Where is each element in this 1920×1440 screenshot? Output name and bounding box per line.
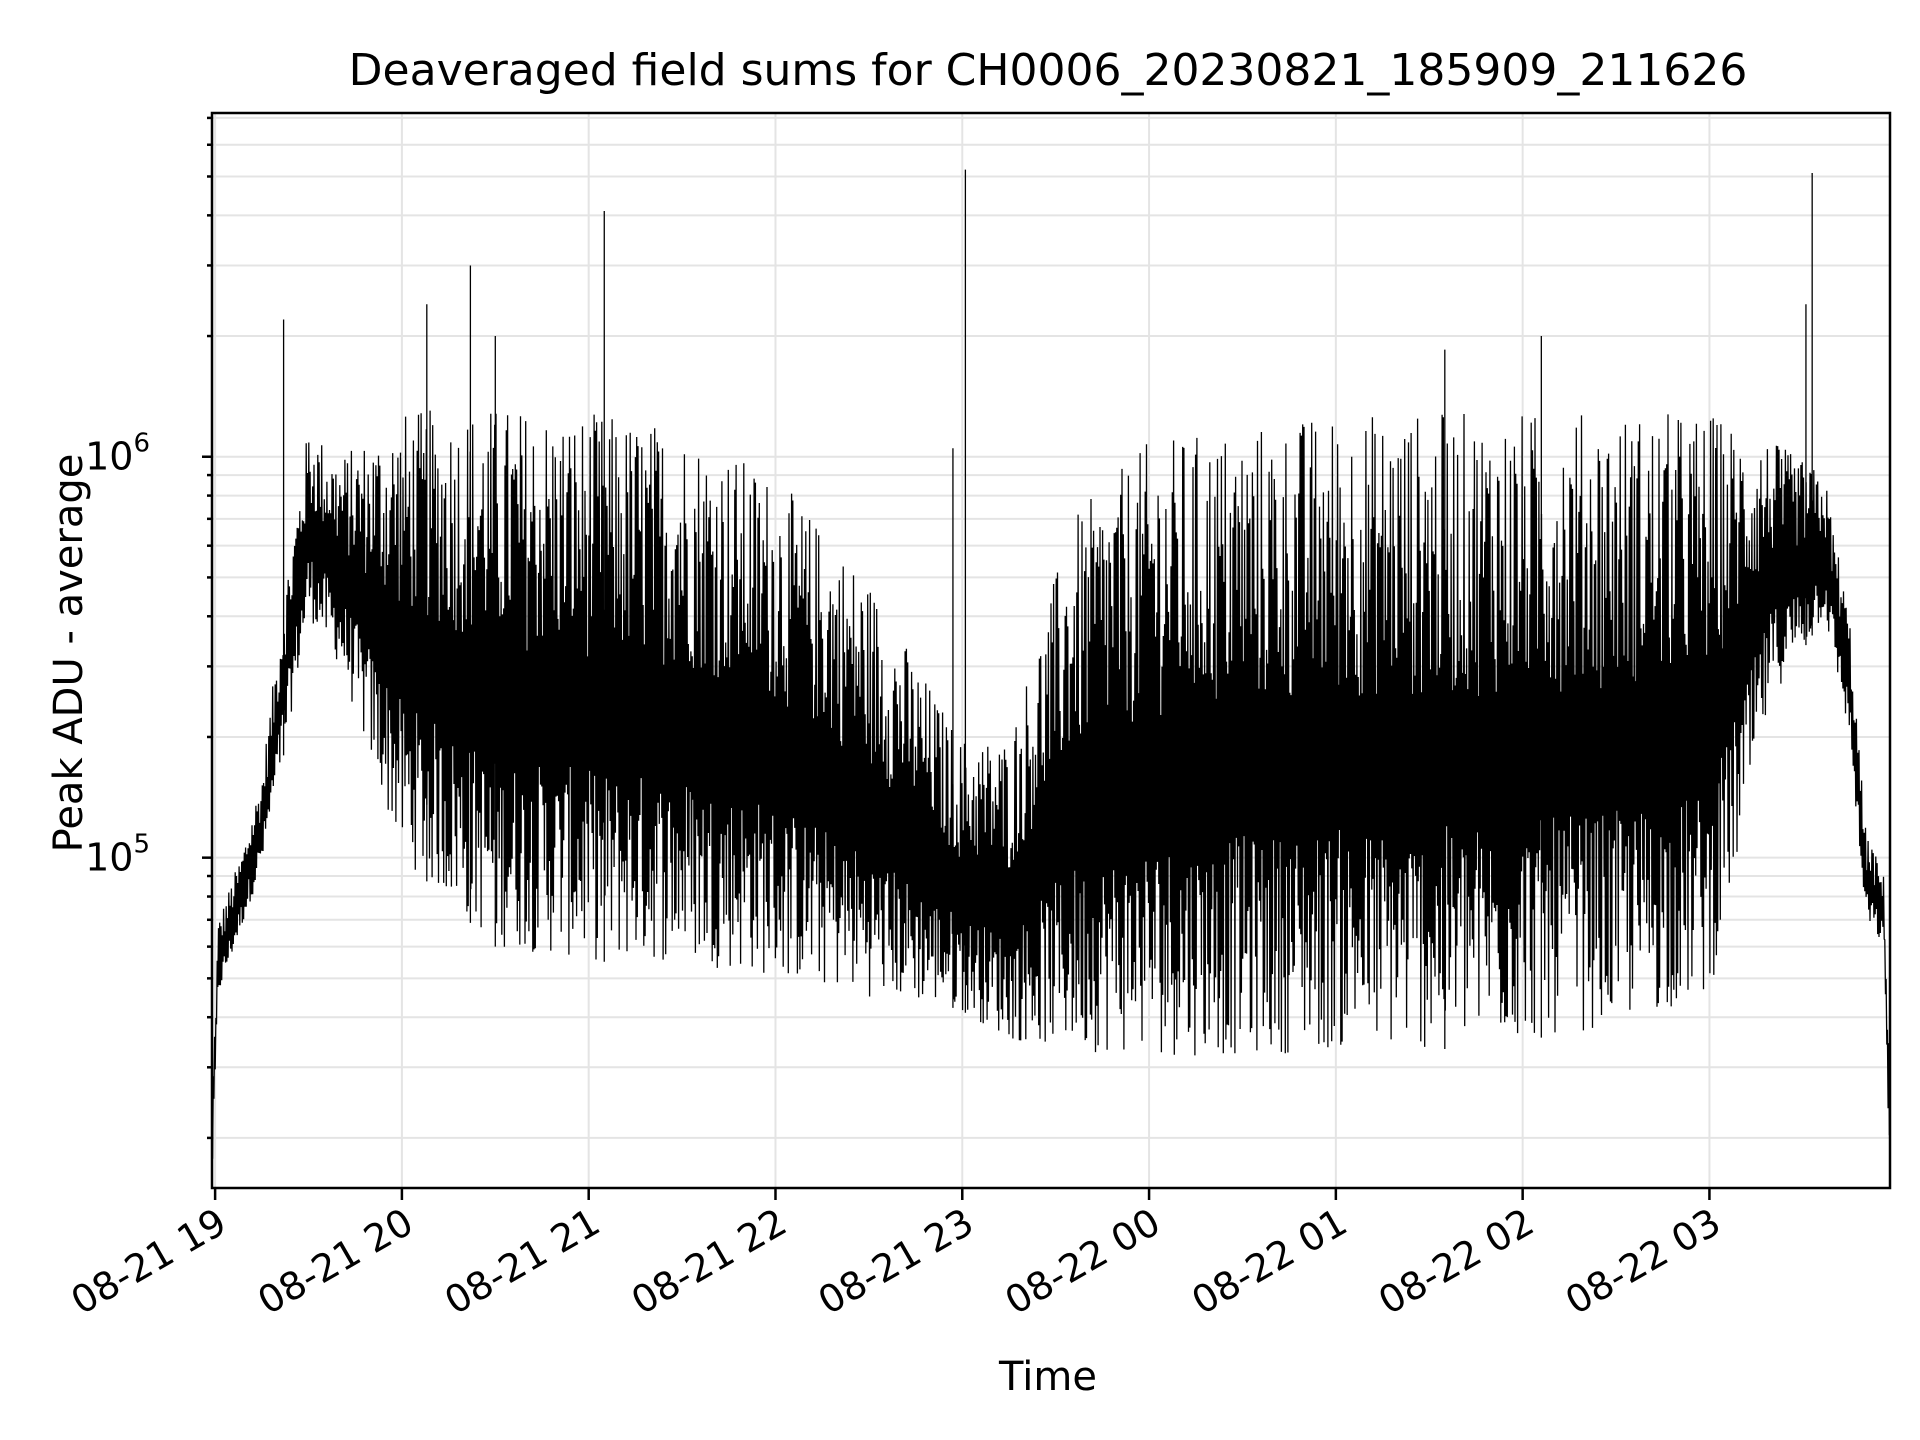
series-layer [211, 169, 1891, 1159]
x-tick-label: 08-21 20 [250, 1200, 420, 1324]
y-axis-label: Peak ADU - average [46, 454, 92, 853]
plot-frame [210, 111, 1892, 1190]
x-tick-label: 08-22 01 [1184, 1200, 1354, 1324]
x-tick-label: 08-21 19 [64, 1200, 234, 1324]
y-tick-label: 105 [85, 830, 150, 880]
x-tick-label: 08-22 03 [1558, 1200, 1728, 1324]
x-tick-label: 08-22 00 [998, 1200, 1168, 1324]
x-tick-label: 08-21 22 [624, 1200, 794, 1324]
series-line [211, 410, 1891, 1159]
y-tick-label: 106 [85, 429, 150, 479]
chart-title: Deaveraged field sums for CH0006_2023082… [349, 45, 1748, 96]
x-axis-label: Time [998, 1354, 1097, 1400]
x-tick-label: 08-22 02 [1371, 1200, 1541, 1324]
x-tick-label: 08-21 23 [811, 1200, 981, 1324]
x-tick-label: 08-21 21 [437, 1200, 607, 1324]
